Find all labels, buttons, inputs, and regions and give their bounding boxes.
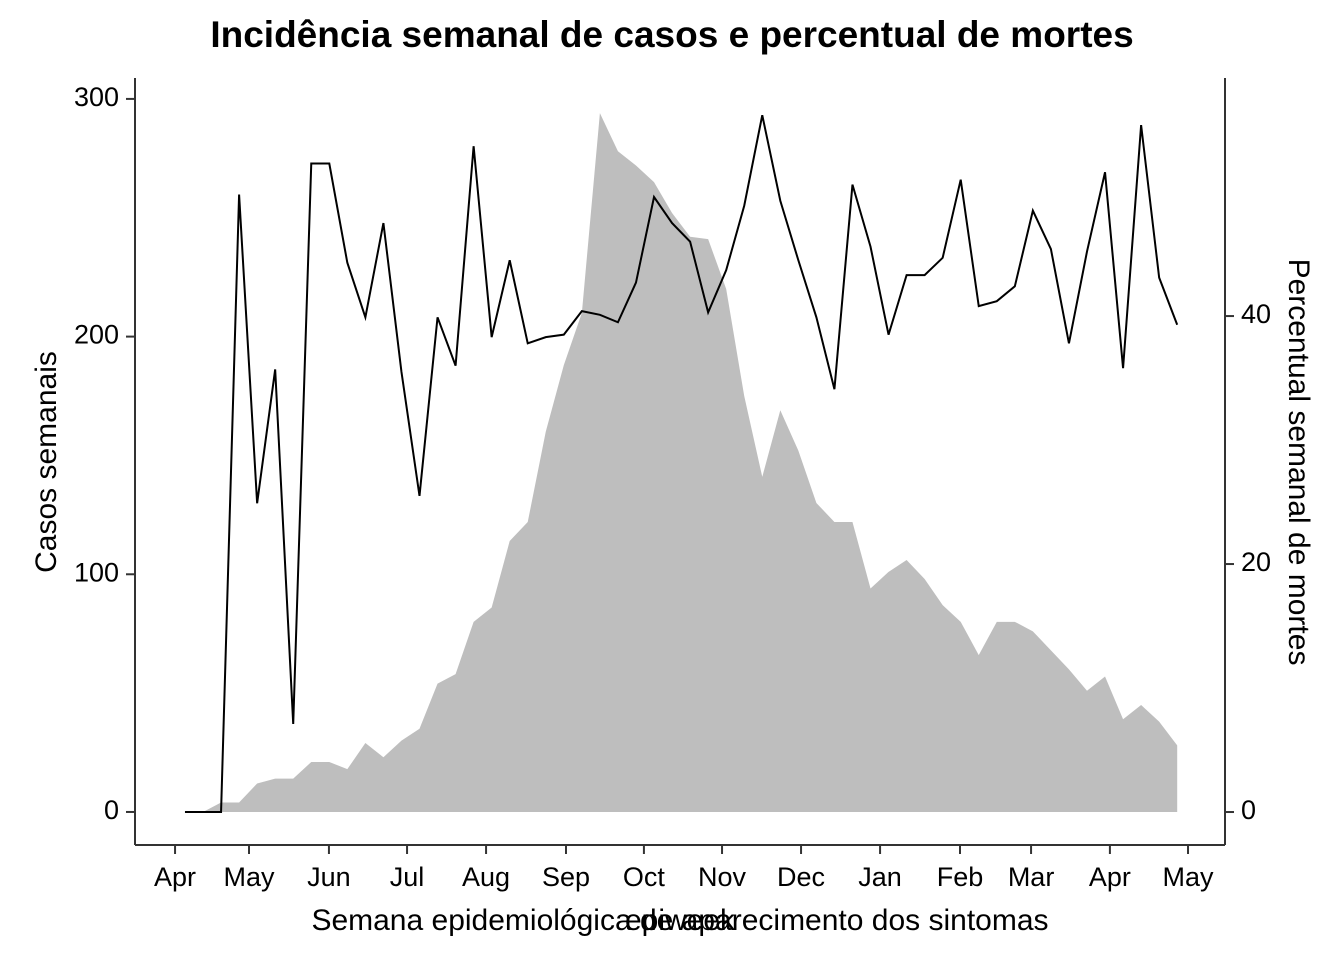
x-tick-label: Jan <box>858 862 902 892</box>
x-tick-label: Feb <box>937 862 984 892</box>
x-tick-label: May <box>1163 862 1215 892</box>
x-tick-label: May <box>224 862 276 892</box>
x-tick-label: Nov <box>698 862 747 892</box>
y-tick-label: 100 <box>74 557 119 587</box>
x-tick-label: Oct <box>623 862 666 892</box>
y-tick-label: 200 <box>74 320 119 350</box>
x-axis-label: Semana epidemiológica de aparecimento do… <box>311 904 1048 937</box>
x-tick-label: Sep <box>542 862 590 892</box>
x-tick-label: Aug <box>462 862 510 892</box>
y-tick-label: 300 <box>74 82 119 112</box>
x-tick-label: Apr <box>154 862 196 892</box>
x-tick-label: Jun <box>307 862 351 892</box>
y2-tick-label: 0 <box>1241 795 1256 825</box>
y-tick-label: 0 <box>104 795 119 825</box>
x-tick-label: Mar <box>1008 862 1055 892</box>
x-tick-label: Jul <box>390 862 425 892</box>
x-axis-label-2: epiweek <box>625 904 736 937</box>
chart-title: Incidência semanal de casos e percentual… <box>210 14 1133 55</box>
area <box>184 113 1178 812</box>
y2-axis-label: Percentual semanal de mortes <box>1282 259 1315 666</box>
y-axis-label: Casos semanais <box>30 351 63 573</box>
x-tick-label: Dec <box>777 862 825 892</box>
y2-tick-label: 40 <box>1241 299 1271 329</box>
x-tick-label: Apr <box>1089 862 1131 892</box>
y2-tick-label: 20 <box>1241 547 1271 577</box>
line <box>184 114 1179 814</box>
